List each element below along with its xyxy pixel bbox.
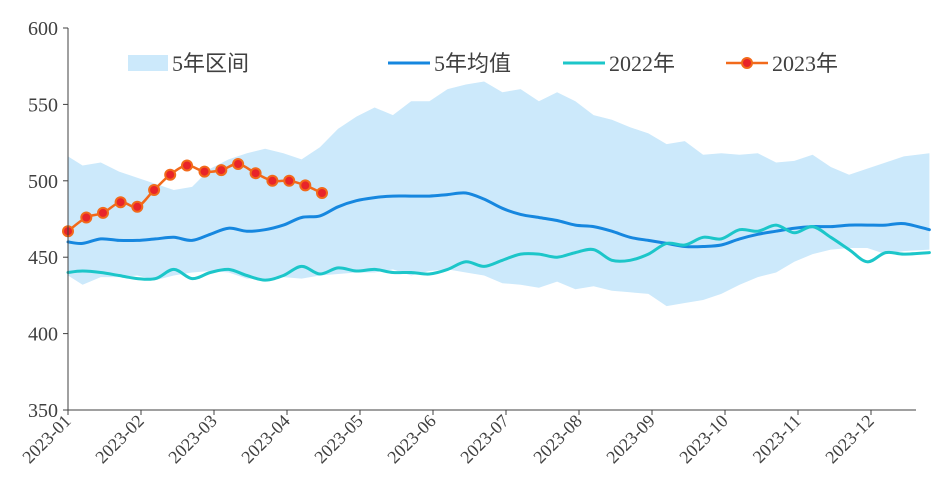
- legend-swatch-1: [128, 55, 168, 71]
- series-line-1: [66, 191, 931, 249]
- legend-marker-4: [741, 57, 753, 69]
- series-point-3-15: [299, 179, 312, 192]
- range-band-area: [68, 81, 930, 307]
- legend-label-3: 2022年: [609, 51, 675, 76]
- legend: 5年区间 5年均值 2022年 2023年: [128, 51, 838, 76]
- series-point-3-14: [283, 174, 296, 187]
- y-tick-label-4: 500: [28, 171, 58, 193]
- x-tick-label-5: 2023-05: [310, 411, 367, 468]
- series-point-3-5: [131, 200, 144, 213]
- x-tick-label-10: 2023-10: [675, 411, 732, 468]
- x-tick-label-6: 2023-06: [383, 411, 440, 468]
- x-tick-label-12: 2023-12: [821, 411, 878, 468]
- series-markers-layer: [62, 158, 328, 238]
- range-band-layer: [68, 81, 930, 307]
- series-line-3: [66, 162, 324, 233]
- y-tick-label-3: 450: [28, 247, 58, 269]
- series-point-3-4: [114, 196, 127, 209]
- series-point-3-6: [148, 184, 161, 196]
- series-point-3-10: [215, 164, 228, 177]
- series-point-3-11: [232, 158, 245, 170]
- x-tick-label-3: 2023-03: [164, 411, 221, 468]
- legend-label-2: 5年均值: [434, 51, 511, 76]
- y-tick-label-5: 550: [28, 94, 58, 116]
- series-point-3-3: [97, 206, 109, 219]
- series-lines-layer: [66, 162, 931, 282]
- series-point-3-12: [249, 167, 262, 180]
- x-tick-label-2: 2023-02: [91, 411, 148, 468]
- y-tick-label-2: 400: [28, 324, 58, 346]
- series-point-3-16: [316, 187, 328, 199]
- y-tick-label-6: 600: [28, 18, 58, 40]
- legend-label-1: 5年区间: [172, 51, 249, 76]
- x-tick-label-4: 2023-04: [237, 411, 294, 468]
- legend-label-4: 2023年: [772, 51, 838, 76]
- series-point-3-13: [266, 174, 279, 187]
- series-point-3-9: [198, 165, 211, 178]
- series-point-3-2: [80, 211, 93, 224]
- x-tick-label-8: 2023-08: [529, 411, 586, 468]
- x-tick-label-11: 2023-11: [749, 411, 805, 467]
- series-point-3-7: [164, 168, 177, 181]
- y-tick-label-1: 350: [28, 400, 58, 422]
- series-line-2: [66, 223, 931, 282]
- series-point-3-8: [181, 159, 193, 172]
- x-tick-label-9: 2023-09: [602, 411, 659, 468]
- x-tick-label-7: 2023-07: [456, 411, 513, 468]
